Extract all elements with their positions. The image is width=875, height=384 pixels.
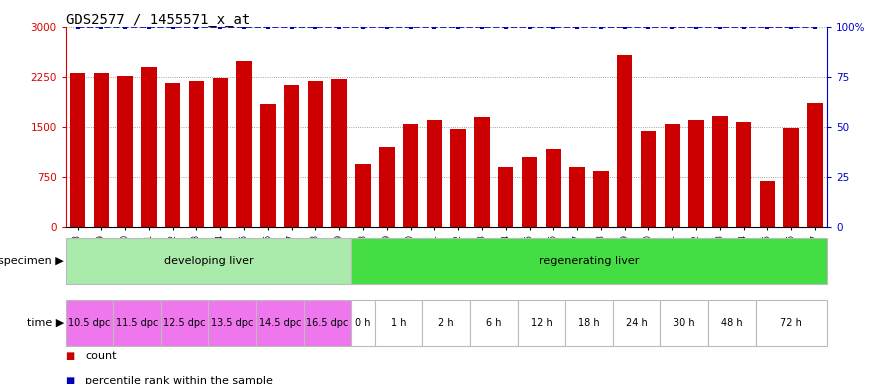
Bar <box>708 300 755 346</box>
Text: count: count <box>85 351 116 361</box>
Bar <box>351 238 827 284</box>
Bar <box>308 81 323 227</box>
Text: 30 h: 30 h <box>674 318 695 328</box>
Bar <box>165 83 180 227</box>
Text: GDS2577 / 1455571_x_at: GDS2577 / 1455571_x_at <box>66 13 250 27</box>
Bar <box>760 180 775 227</box>
Text: 1 h: 1 h <box>391 318 406 328</box>
Text: specimen ▶: specimen ▶ <box>0 256 64 266</box>
Bar <box>470 300 518 346</box>
Bar <box>379 147 395 227</box>
Text: developing liver: developing liver <box>164 256 253 266</box>
Bar <box>260 104 276 227</box>
Bar <box>661 300 708 346</box>
Bar <box>712 116 727 227</box>
Text: 14.5 dpc: 14.5 dpc <box>258 318 301 328</box>
Bar <box>546 149 561 227</box>
Bar <box>736 122 752 227</box>
Bar <box>640 131 656 227</box>
Bar <box>664 124 680 227</box>
Text: 24 h: 24 h <box>626 318 648 328</box>
Text: time ▶: time ▶ <box>26 318 64 328</box>
Text: percentile rank within the sample: percentile rank within the sample <box>85 376 273 384</box>
Bar <box>161 300 208 346</box>
Text: 12 h: 12 h <box>530 318 552 328</box>
Bar <box>565 300 612 346</box>
Bar <box>117 76 133 227</box>
Bar <box>570 167 584 227</box>
Bar <box>427 120 442 227</box>
Text: 48 h: 48 h <box>721 318 743 328</box>
Bar <box>236 61 252 227</box>
Text: 12.5 dpc: 12.5 dpc <box>164 318 206 328</box>
Text: 0 h: 0 h <box>355 318 371 328</box>
Bar <box>66 300 113 346</box>
Text: 2 h: 2 h <box>438 318 454 328</box>
Bar <box>522 157 537 227</box>
Bar <box>66 238 351 284</box>
Bar <box>617 55 633 227</box>
Text: regenerating liver: regenerating liver <box>539 256 639 266</box>
Bar <box>304 300 351 346</box>
Text: 18 h: 18 h <box>578 318 599 328</box>
Bar <box>689 120 704 227</box>
Text: 72 h: 72 h <box>780 318 802 328</box>
Bar <box>213 78 228 227</box>
Bar <box>402 124 418 227</box>
Text: ■: ■ <box>66 376 75 384</box>
Bar <box>374 300 423 346</box>
Bar <box>256 300 304 346</box>
Text: 13.5 dpc: 13.5 dpc <box>211 318 254 328</box>
Bar <box>141 68 157 227</box>
Bar <box>284 86 299 227</box>
Bar <box>612 300 661 346</box>
Bar <box>94 73 109 227</box>
Bar <box>113 300 161 346</box>
Bar <box>189 81 204 227</box>
Bar <box>783 128 799 227</box>
Bar <box>593 170 609 227</box>
Bar <box>451 129 466 227</box>
Bar <box>351 300 374 346</box>
Bar <box>208 300 256 346</box>
Bar <box>355 164 371 227</box>
Text: 6 h: 6 h <box>487 318 501 328</box>
Bar <box>755 300 827 346</box>
Bar <box>518 300 565 346</box>
Text: 16.5 dpc: 16.5 dpc <box>306 318 348 328</box>
Bar <box>332 79 346 227</box>
Bar <box>498 167 514 227</box>
Bar <box>423 300 470 346</box>
Bar <box>474 118 490 227</box>
Bar <box>808 103 822 227</box>
Text: 11.5 dpc: 11.5 dpc <box>116 318 158 328</box>
Bar <box>70 73 85 227</box>
Text: 10.5 dpc: 10.5 dpc <box>68 318 110 328</box>
Text: ■: ■ <box>66 351 75 361</box>
